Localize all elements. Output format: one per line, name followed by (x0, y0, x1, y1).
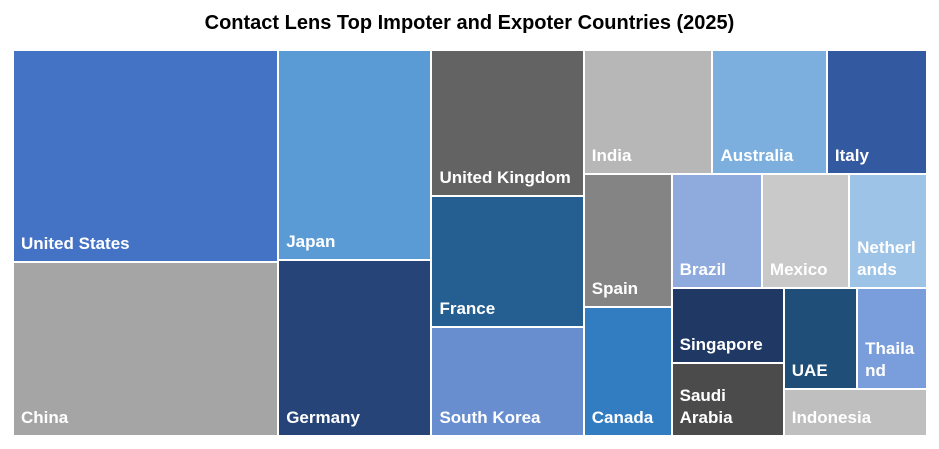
cell-label: Australia (720, 145, 794, 165)
treemap-cell: South Korea (431, 326, 584, 436)
treemap-cell: Thailand (857, 287, 927, 389)
treemap: United States China Japan Germany United Kin… (13, 50, 927, 436)
treemap-cell: Singapore (671, 287, 784, 364)
treemap-cell: Mexico (761, 173, 850, 288)
cell-label: Japan (286, 232, 336, 252)
treemap-cell: Canada (583, 306, 672, 436)
treemap-cell: Japan (278, 50, 432, 261)
cell-label: Mexico (769, 259, 828, 279)
cell-label: Netherlands (857, 237, 916, 279)
treemap-cell: India (583, 50, 713, 174)
treemap-cell: United Kingdom (431, 50, 584, 197)
cell-label: United Kingdom (439, 168, 571, 188)
cell-label: United States (21, 234, 130, 254)
treemap-cell: Germany (278, 260, 432, 436)
cell-label: Italy (834, 145, 869, 165)
treemap-cell: China (13, 262, 279, 436)
treemap-cell: Indonesia (783, 389, 927, 436)
cell-label: Thailand (865, 338, 915, 380)
cell-label: China (21, 407, 69, 427)
cell-label: Saudi Arabia (679, 385, 733, 427)
treemap-cell: Spain (583, 173, 672, 307)
cell-label: Spain (591, 278, 639, 298)
treemap-cell: Italy (826, 50, 927, 174)
treemap-cell: UAE (783, 287, 858, 389)
treemap-cell: Australia (712, 50, 827, 174)
chart-title: Contact Lens Top Impoter and Expoter Cou… (204, 12, 735, 34)
cell-label: Germany (286, 407, 360, 427)
cell-label: India (591, 145, 632, 165)
cell-label: South Korea (439, 407, 541, 427)
treemap-cell: Netherlands (849, 173, 927, 288)
treemap-cell: Saudi Arabia (671, 363, 784, 436)
treemap-cell: France (431, 196, 584, 327)
cell-label: Singapore (679, 335, 763, 355)
cell-label: UAE (791, 360, 828, 380)
treemap-cell: Brazil (671, 173, 762, 288)
cell-label: Brazil (679, 259, 726, 279)
cell-label: France (439, 298, 496, 318)
treemap-cell: United States (13, 50, 279, 263)
cell-label: Indonesia (791, 407, 872, 427)
cell-label: Canada (591, 407, 654, 427)
